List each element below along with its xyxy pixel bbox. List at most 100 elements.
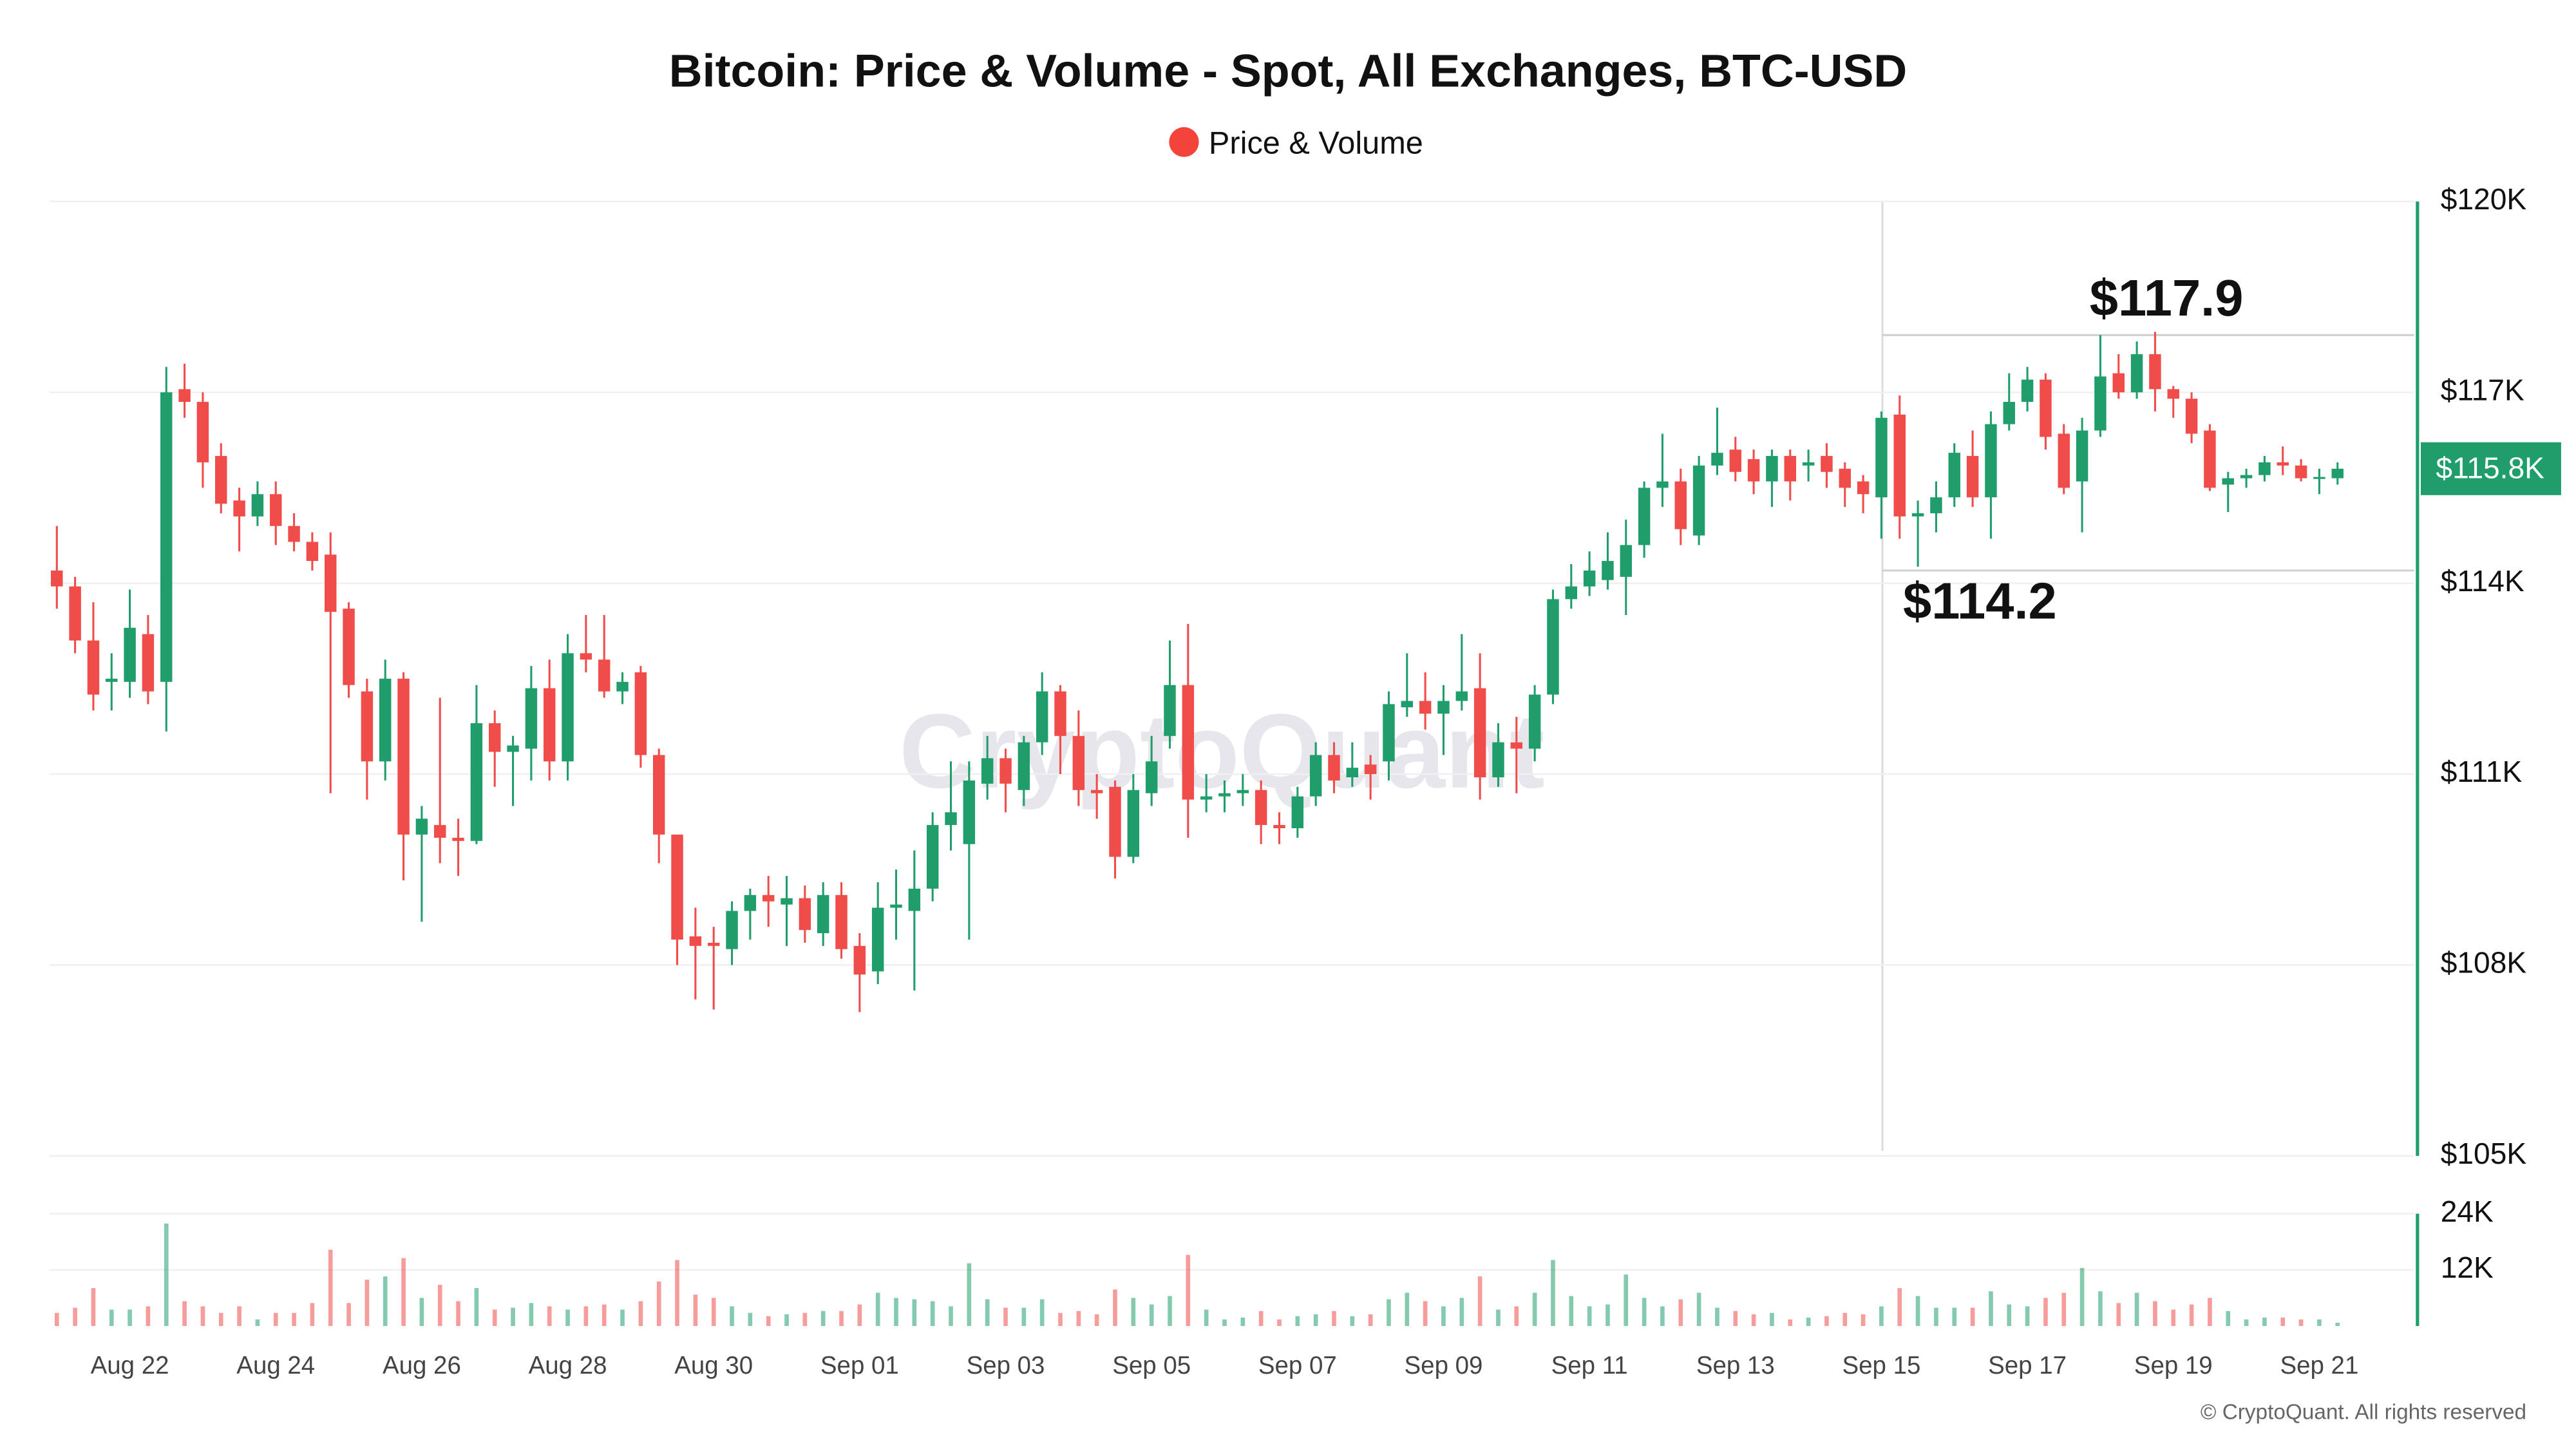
volume-bar (383, 1276, 388, 1326)
volume-bar (511, 1307, 515, 1326)
volume-bar (2335, 1322, 2340, 1326)
candle-body (1930, 497, 1942, 513)
candle-body (2222, 478, 2234, 485)
volume-bar (693, 1294, 698, 1326)
candle-body (562, 653, 574, 762)
volume-bar (1952, 1307, 1957, 1326)
candle-body (835, 895, 848, 949)
candle-body (744, 895, 757, 911)
candle-body (1583, 570, 1596, 587)
volume-bar (1131, 1298, 1136, 1326)
candle-body (1948, 453, 1960, 498)
copyright: © CryptoQuant. All rights reserved (2201, 1401, 2526, 1425)
volume-bar (1405, 1293, 1410, 1326)
candle-body (981, 758, 994, 784)
candle-body (1127, 790, 1140, 857)
candle-body (817, 895, 829, 934)
candle-body (1090, 790, 1103, 793)
candle-body (1054, 691, 1066, 736)
candle-body (2076, 430, 2088, 482)
y-tick-label: $111K (2441, 755, 2523, 788)
candle-body (124, 627, 136, 682)
volume-bar (1168, 1296, 1172, 1326)
volume-bar (1879, 1306, 1884, 1326)
volume-bar (1149, 1304, 1154, 1326)
candle-body (397, 678, 410, 835)
volume-bar (547, 1306, 552, 1326)
volume-bar (1423, 1301, 1428, 1326)
candle-body (689, 936, 702, 946)
volume-bar (1277, 1319, 1282, 1326)
annotation-label: $117.9 (2090, 269, 2244, 327)
volume-bar (1861, 1314, 1866, 1326)
volume-bar (857, 1304, 862, 1326)
candle-body (2204, 430, 2216, 488)
candle-body (1309, 755, 1322, 797)
candle-body (270, 494, 282, 526)
volume-bar (583, 1306, 589, 1326)
candle-body (1255, 790, 1267, 826)
volume-bar (456, 1301, 460, 1326)
volume-bar (1332, 1311, 1336, 1326)
volume-bar (128, 1309, 132, 1326)
candle-body (963, 780, 976, 844)
x-tick-label: Aug 28 (529, 1352, 607, 1379)
volume-bar (164, 1223, 169, 1326)
candle-body (2185, 399, 2198, 434)
x-tick-label: Sep 17 (1988, 1352, 2067, 1379)
x-tick-label: Aug 30 (674, 1352, 753, 1379)
volume-bar (1733, 1311, 1738, 1326)
volume-bar (1605, 1304, 1610, 1326)
candle-body (2021, 379, 2034, 402)
candle-body (1656, 481, 1669, 488)
candle-body (51, 570, 63, 587)
volume-bar (675, 1260, 679, 1326)
x-tick-label: Sep 21 (2280, 1352, 2358, 1379)
candle-body (890, 904, 902, 908)
volume-bar (2116, 1303, 2121, 1326)
volume-bar (1989, 1291, 1993, 1326)
volume-bar (328, 1249, 333, 1326)
candle-body (1455, 691, 1468, 701)
candle-body (1729, 450, 1742, 472)
y-tick-label: $117K (2441, 373, 2524, 406)
volume-bar (1021, 1307, 1027, 1326)
candle-body (2094, 376, 2107, 431)
candle-body (908, 888, 921, 911)
x-tick-label: Sep 09 (1405, 1352, 1483, 1379)
volume-bar (146, 1306, 151, 1326)
candle-body (525, 688, 538, 749)
y-tick-label: $120K (2441, 182, 2527, 216)
volume-bar (437, 1285, 442, 1326)
volume-bar (839, 1311, 844, 1326)
candle-body (1692, 465, 1705, 536)
x-tick-label: Sep 03 (967, 1352, 1045, 1379)
candle-body (1473, 688, 1486, 777)
x-tick-label: Sep 15 (1842, 1352, 1920, 1379)
candle-body (160, 392, 173, 682)
candle-body (288, 526, 300, 542)
candle-body (2112, 373, 2125, 393)
candle-body (1638, 488, 1651, 545)
last-price-badge (2420, 442, 2561, 495)
candle-body (142, 634, 155, 692)
candle-body (507, 745, 519, 752)
y2-tick-label: 12K (2441, 1251, 2494, 1284)
x-tick-label: Sep 01 (820, 1352, 899, 1379)
candle-body (1419, 701, 1432, 714)
volume-bar (1897, 1288, 1902, 1326)
candle-body (196, 402, 209, 462)
candle-body (1182, 685, 1195, 800)
candle-body (215, 456, 227, 504)
candle-body (233, 500, 245, 516)
candle-body (1674, 481, 1687, 529)
volume-bar (200, 1306, 205, 1326)
candle-body (1893, 414, 1906, 516)
volume-bar (310, 1303, 315, 1326)
candle-body (178, 389, 191, 402)
volume-bar (2208, 1298, 2212, 1326)
watermark: CryptoQuant (899, 692, 1545, 810)
candle-body (2149, 354, 2161, 390)
candle-body (2130, 354, 2143, 393)
